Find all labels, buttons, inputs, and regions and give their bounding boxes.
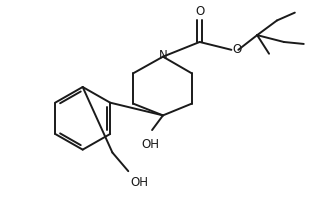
Text: OH: OH (141, 138, 159, 151)
Text: O: O (195, 5, 204, 17)
Text: OH: OH (130, 176, 148, 189)
Text: O: O (232, 43, 242, 56)
Text: N: N (159, 49, 167, 62)
